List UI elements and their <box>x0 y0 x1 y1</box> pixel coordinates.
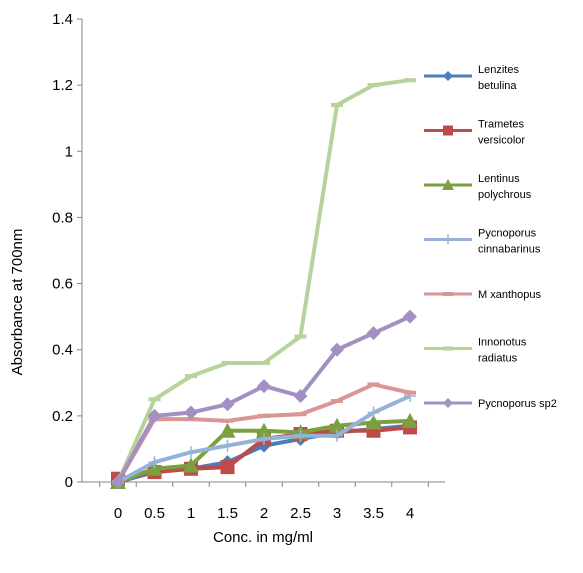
legend-item: Pycnoporus cinnabarinus <box>424 228 541 256</box>
x-tick-label: 1 <box>187 505 195 522</box>
series-layer <box>110 78 418 489</box>
x-tick-label: 2.5 <box>290 505 311 522</box>
legend-item: M xanthopus <box>424 289 541 301</box>
x-tick-label: 4 <box>406 505 414 522</box>
legend-item: Innonotus radiatus <box>424 337 527 365</box>
legend-label: Pycnoporus sp2 <box>478 398 557 410</box>
x-tick-label: 0.5 <box>144 505 165 522</box>
data-point <box>258 360 270 365</box>
legend-item: Pycnoporus sp2 <box>424 398 557 410</box>
data-point <box>258 413 270 418</box>
data-point <box>443 398 453 408</box>
legend-label: Innonotus radiatus <box>478 337 527 365</box>
y-tick-label: 0 <box>65 474 73 491</box>
x-tick-label: 2 <box>260 505 268 522</box>
data-point <box>365 414 382 430</box>
y-tick-label: 1 <box>65 143 73 160</box>
data-point <box>111 475 125 489</box>
data-point <box>443 346 453 351</box>
data-point <box>185 374 197 379</box>
data-point <box>403 309 417 324</box>
x-tick-label: 0 <box>114 505 122 522</box>
data-point <box>294 429 307 442</box>
data-point <box>402 412 418 428</box>
data-point <box>221 439 234 452</box>
y-axis-title: Absorbance at 700nm <box>9 229 26 376</box>
legend-label: Lenzites betulina <box>478 64 519 92</box>
data-point <box>367 83 380 88</box>
y-tick-labels: 0 0.2 0.4 0.6 0.8 1 1.2 1.4 <box>52 11 73 491</box>
data-point <box>256 422 272 438</box>
data-point <box>148 397 161 402</box>
x-tick-labels: 0 0.5 1 1.5 2 2.5 3 3.5 4 <box>114 505 414 522</box>
data-point <box>366 326 381 341</box>
data-point <box>221 360 234 365</box>
series-3 <box>110 412 418 489</box>
data-point <box>185 446 197 459</box>
data-point <box>294 334 307 339</box>
data-point <box>443 125 453 136</box>
data-point <box>293 389 308 404</box>
data-point <box>220 460 235 475</box>
data-point <box>331 102 343 107</box>
data-point <box>404 390 416 395</box>
series-7 <box>111 309 417 489</box>
legend-label: M xanthopus <box>478 289 541 301</box>
data-point <box>148 456 161 469</box>
data-point <box>146 460 163 476</box>
legend-item: Trametes versicolor <box>424 119 525 147</box>
x-tick-label: 3.5 <box>363 505 384 522</box>
y-tick-label: 0.4 <box>52 342 73 359</box>
y-tick-label: 0.8 <box>52 209 73 226</box>
legend-label: Lentinus polychrous <box>478 173 532 201</box>
data-point <box>257 379 271 394</box>
data-point <box>220 397 235 412</box>
y-tick-label: 1.2 <box>52 77 73 94</box>
legend-label: Trametes versicolor <box>478 119 525 147</box>
data-point <box>331 398 343 403</box>
x-axis-title: Conc. in mg/ml <box>213 529 313 546</box>
y-tick-label: 1.4 <box>52 11 73 28</box>
data-point <box>443 234 453 245</box>
y-tick-label: 0.2 <box>52 408 73 425</box>
legend-label: Pycnoporus cinnabarinus <box>478 228 541 256</box>
data-point <box>258 433 270 446</box>
data-point <box>442 179 454 190</box>
data-point <box>183 457 199 473</box>
legend-item: Lenzites betulina <box>424 64 519 92</box>
y-tick-label: 0.6 <box>52 276 73 293</box>
data-point <box>329 417 345 433</box>
data-point <box>331 429 343 442</box>
data-point <box>147 408 162 423</box>
data-point <box>367 406 380 419</box>
data-point <box>330 342 344 357</box>
data-point <box>443 71 453 81</box>
data-point <box>184 405 198 420</box>
data-point <box>367 382 380 387</box>
data-point <box>219 422 236 438</box>
series-line <box>116 314 411 483</box>
data-point <box>443 292 453 296</box>
data-point <box>221 418 234 423</box>
data-point <box>404 78 416 83</box>
x-tick-label: 1.5 <box>217 505 238 522</box>
data-point <box>294 412 307 417</box>
x-tick-label: 3 <box>333 505 341 522</box>
axes <box>77 18 445 487</box>
legend: Lenzites betulina Trametes versicolor Lentin… <box>424 64 557 410</box>
legend-item: Lentinus polychrous <box>424 173 532 201</box>
